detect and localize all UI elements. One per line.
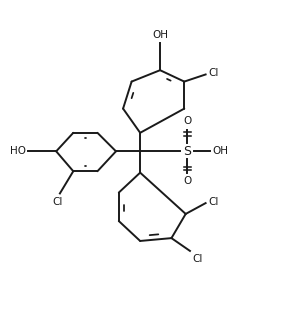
Text: OH: OH (212, 146, 228, 156)
Text: S: S (183, 145, 191, 158)
Text: Cl: Cl (208, 197, 218, 207)
Text: O: O (183, 176, 191, 186)
Text: Cl: Cl (52, 198, 63, 208)
Text: HO: HO (10, 146, 26, 156)
Text: OH: OH (152, 30, 168, 40)
Text: Cl: Cl (192, 254, 202, 264)
Text: O: O (183, 116, 191, 126)
Text: Cl: Cl (208, 68, 218, 78)
